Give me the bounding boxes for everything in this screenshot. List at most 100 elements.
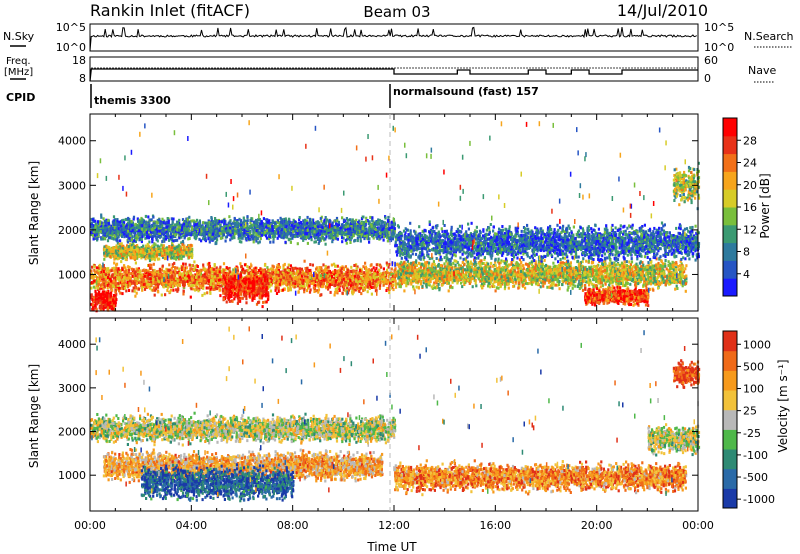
heatmap-cell [114, 235, 116, 238]
heatmap-cell [268, 219, 270, 222]
heatmap-cell [256, 220, 258, 223]
heatmap-cell [113, 255, 115, 258]
heatmap-cell [369, 220, 371, 223]
heatmap-cell [371, 234, 373, 237]
heatmap-cell [380, 225, 382, 228]
heatmap-cell [131, 289, 133, 292]
heatmap-cell [270, 290, 272, 293]
nave-tick-low: 0 [704, 72, 711, 85]
heatmap-cell [178, 219, 180, 222]
heatmap-cell [123, 253, 125, 256]
heatmap-cell [329, 219, 331, 222]
heatmap-cell [392, 284, 394, 287]
heatmap-cell [138, 238, 140, 241]
heatmap-cell [191, 226, 193, 229]
nsky-label: N.Sky [3, 30, 35, 43]
heatmap-cell [241, 233, 243, 236]
heatmap-cell [275, 225, 277, 228]
heatmap-cell [134, 227, 136, 230]
heatmap-cell [166, 226, 168, 229]
nsky-tick-low: 10^0 [56, 41, 86, 54]
heatmap-cell [297, 232, 299, 235]
heatmap-cell [345, 239, 347, 242]
heatmap-cell [159, 230, 161, 233]
freq-tick-high: 18 [72, 54, 86, 67]
heatmap-cell [223, 233, 225, 236]
heatmap-cell [363, 223, 365, 226]
heatmap-cell [324, 219, 326, 222]
heatmap-cell [271, 225, 273, 228]
heatmap-cell [266, 229, 268, 232]
heatmap-cell [112, 220, 114, 223]
heatmap-cell [326, 219, 328, 222]
cpid-segment-1: themis 3300 [94, 94, 171, 107]
heatmap-cell [212, 221, 214, 224]
heatmap-cell [306, 222, 308, 225]
heatmap-cell [93, 238, 95, 241]
heatmap-cell [304, 236, 306, 239]
heatmap-cell [125, 258, 127, 261]
heatmap-cell [185, 263, 187, 266]
heatmap-cell [134, 232, 136, 235]
heatmap-cell [201, 294, 203, 297]
heatmap-cell [181, 243, 183, 246]
heatmap-cell [341, 224, 343, 227]
heatmap-cell [153, 252, 155, 255]
cpid-segment-2: normalsound (fast) 157 [393, 85, 539, 98]
heatmap-cell [172, 220, 174, 223]
heatmap-cell [151, 218, 153, 221]
heatmap-cell [154, 231, 156, 234]
heatmap-cell [326, 228, 328, 231]
heatmap-cell [278, 234, 280, 237]
heatmap-cell [294, 235, 296, 238]
heatmap-cell [283, 236, 285, 239]
heatmap-cell [216, 238, 218, 241]
heatmap-cell [322, 230, 324, 233]
heatmap-cell [149, 259, 151, 262]
nsearch-tick-high: 10^5 [704, 21, 734, 34]
heatmap-cell [271, 232, 273, 235]
heatmap-cell [307, 216, 309, 219]
heatmap-cell [387, 216, 389, 219]
heatmap-cell [134, 290, 136, 293]
heatmap-cell [362, 265, 364, 268]
heatmap-cell [119, 239, 121, 242]
heatmap-cell [180, 236, 182, 239]
freq-unit: [MHz] [4, 67, 33, 78]
heatmap-cell [350, 266, 352, 269]
heatmap-cell [128, 245, 130, 248]
heatmap-cell [246, 227, 248, 230]
heatmap-cell [127, 217, 129, 220]
heatmap-cell [157, 235, 159, 238]
heatmap-cell [195, 236, 197, 239]
heatmap-cell [210, 238, 212, 241]
heatmap-cell [377, 221, 379, 224]
heatmap-cell [224, 225, 226, 228]
heatmap-cell [299, 232, 301, 235]
heatmap-cell [100, 230, 102, 233]
heatmap-cell [349, 227, 351, 230]
date-title: 14/Jul/2010 [617, 1, 708, 20]
heatmap-cell [91, 225, 93, 228]
heatmap-cell [362, 230, 364, 233]
heatmap-cell [290, 241, 292, 244]
heatmap-cell [295, 229, 297, 232]
heatmap-cell [290, 228, 292, 231]
heatmap-cell [140, 250, 142, 253]
heatmap-cell [209, 234, 211, 237]
heatmap-cell [95, 225, 97, 228]
heatmap-cell [394, 227, 396, 230]
heatmap-cell [127, 241, 129, 244]
heatmap-cell [392, 237, 394, 240]
heatmap-cell [104, 227, 106, 230]
heatmap-cell [168, 239, 170, 242]
heatmap-cell [343, 219, 345, 222]
heatmap-cell [113, 223, 115, 226]
heatmap-cell [142, 251, 144, 254]
heatmap-cell [141, 218, 143, 221]
heatmap-cell [200, 239, 202, 242]
heatmap-cell [188, 256, 190, 259]
heatmap-cell [332, 222, 334, 225]
heatmap-cell [172, 240, 174, 243]
heatmap-cell [234, 217, 236, 220]
